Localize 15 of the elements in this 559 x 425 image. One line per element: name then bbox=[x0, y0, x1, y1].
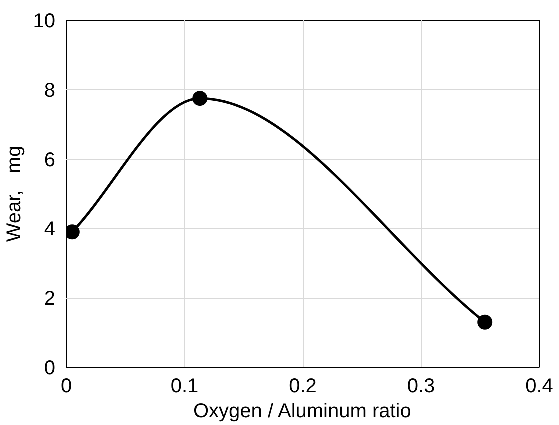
y-tick-label: 10 bbox=[33, 10, 56, 32]
y-tick-label: 2 bbox=[44, 288, 56, 310]
x-tick-label: 0.2 bbox=[289, 376, 317, 398]
x-axis-title: Oxygen / Aluminum ratio bbox=[194, 400, 412, 422]
y-axis-title: Wear, mg bbox=[3, 146, 26, 242]
y-tick-label: 8 bbox=[44, 80, 56, 102]
point bbox=[192, 91, 208, 106]
y-tick-label: 0 bbox=[44, 358, 56, 380]
x-tick-label: 0.4 bbox=[526, 376, 554, 398]
y-tick-label: 6 bbox=[44, 149, 56, 172]
x-tick-label: 0.3 bbox=[407, 376, 436, 398]
y-tick-label: 4 bbox=[44, 218, 56, 241]
x-tick-label: 0.1 bbox=[170, 376, 199, 398]
point bbox=[478, 314, 493, 330]
x-tick-label: 0 bbox=[60, 376, 72, 398]
